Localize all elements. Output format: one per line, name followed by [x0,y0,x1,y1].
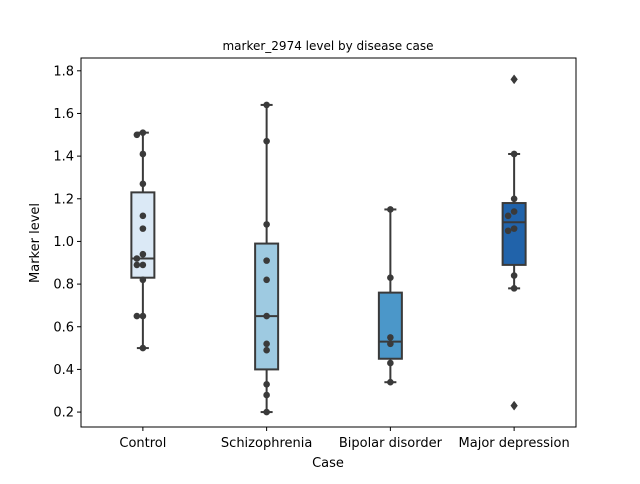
data-point [139,225,147,232]
x-tick-label: Schizophrenia [221,436,312,451]
data-point [510,225,518,232]
outlier-marker [510,74,518,85]
data-point [510,150,518,158]
data-point [263,257,270,264]
data-point [139,261,147,269]
data-point [263,381,270,388]
data-point [133,255,141,262]
data-point [504,227,512,235]
data-point [387,334,394,341]
chart-title: marker_2974 level by disease case [222,39,433,53]
y-tick-label: 1.0 [53,235,74,250]
y-tick-label: 1.8 [53,64,74,79]
data-point [510,195,518,203]
y-tick-label: 0.4 [53,363,74,378]
data-point [139,150,147,158]
data-point [263,391,270,399]
x-axis-label: Case [312,456,344,471]
data-point [510,285,518,292]
y-axis-label: Marker level [28,203,43,283]
data-point [139,129,147,136]
data-point [387,340,394,348]
y-tick-label: 1.6 [53,107,74,122]
data-point [387,359,394,367]
x-tick-label: Major depression [459,436,570,451]
data-point [263,101,270,109]
box-schizophrenia [254,242,280,371]
data-point [263,276,270,284]
data-point [387,378,394,386]
data-point [133,131,141,139]
x-tick-label: Bipolar disorder [339,436,443,451]
data-point [263,312,270,320]
x-tick-label: Control [119,436,166,451]
y-tick-label: 1.2 [53,192,74,207]
data-point [263,408,270,416]
data-point [510,272,518,279]
y-tick-label: 0.2 [53,406,74,421]
data-point [504,212,512,220]
y-tick-label: 0.6 [53,320,74,335]
data-point [139,344,147,352]
plot-frame [80,57,577,428]
box-bipolar-disorder [377,291,403,360]
y-tick-label: 1.4 [53,150,74,165]
data-point [133,261,141,269]
data-point [139,212,147,220]
data-point [387,274,394,281]
data-point [510,208,518,215]
data-point [139,312,147,320]
y-tick-label: 0.8 [53,278,74,293]
outlier-marker [510,400,518,411]
data-point [139,180,147,188]
data-point [263,346,270,354]
data-point [387,206,394,213]
data-point [263,340,270,348]
data-point [263,221,270,228]
data-point [133,312,141,320]
data-point [139,276,147,284]
data-point [263,137,270,145]
plot-area: 0.2 0.4 0.6 0.8 1.0 1.2 1.4 1.6 1.8 Control Schizo… [53,57,577,451]
data-point [139,250,147,258]
